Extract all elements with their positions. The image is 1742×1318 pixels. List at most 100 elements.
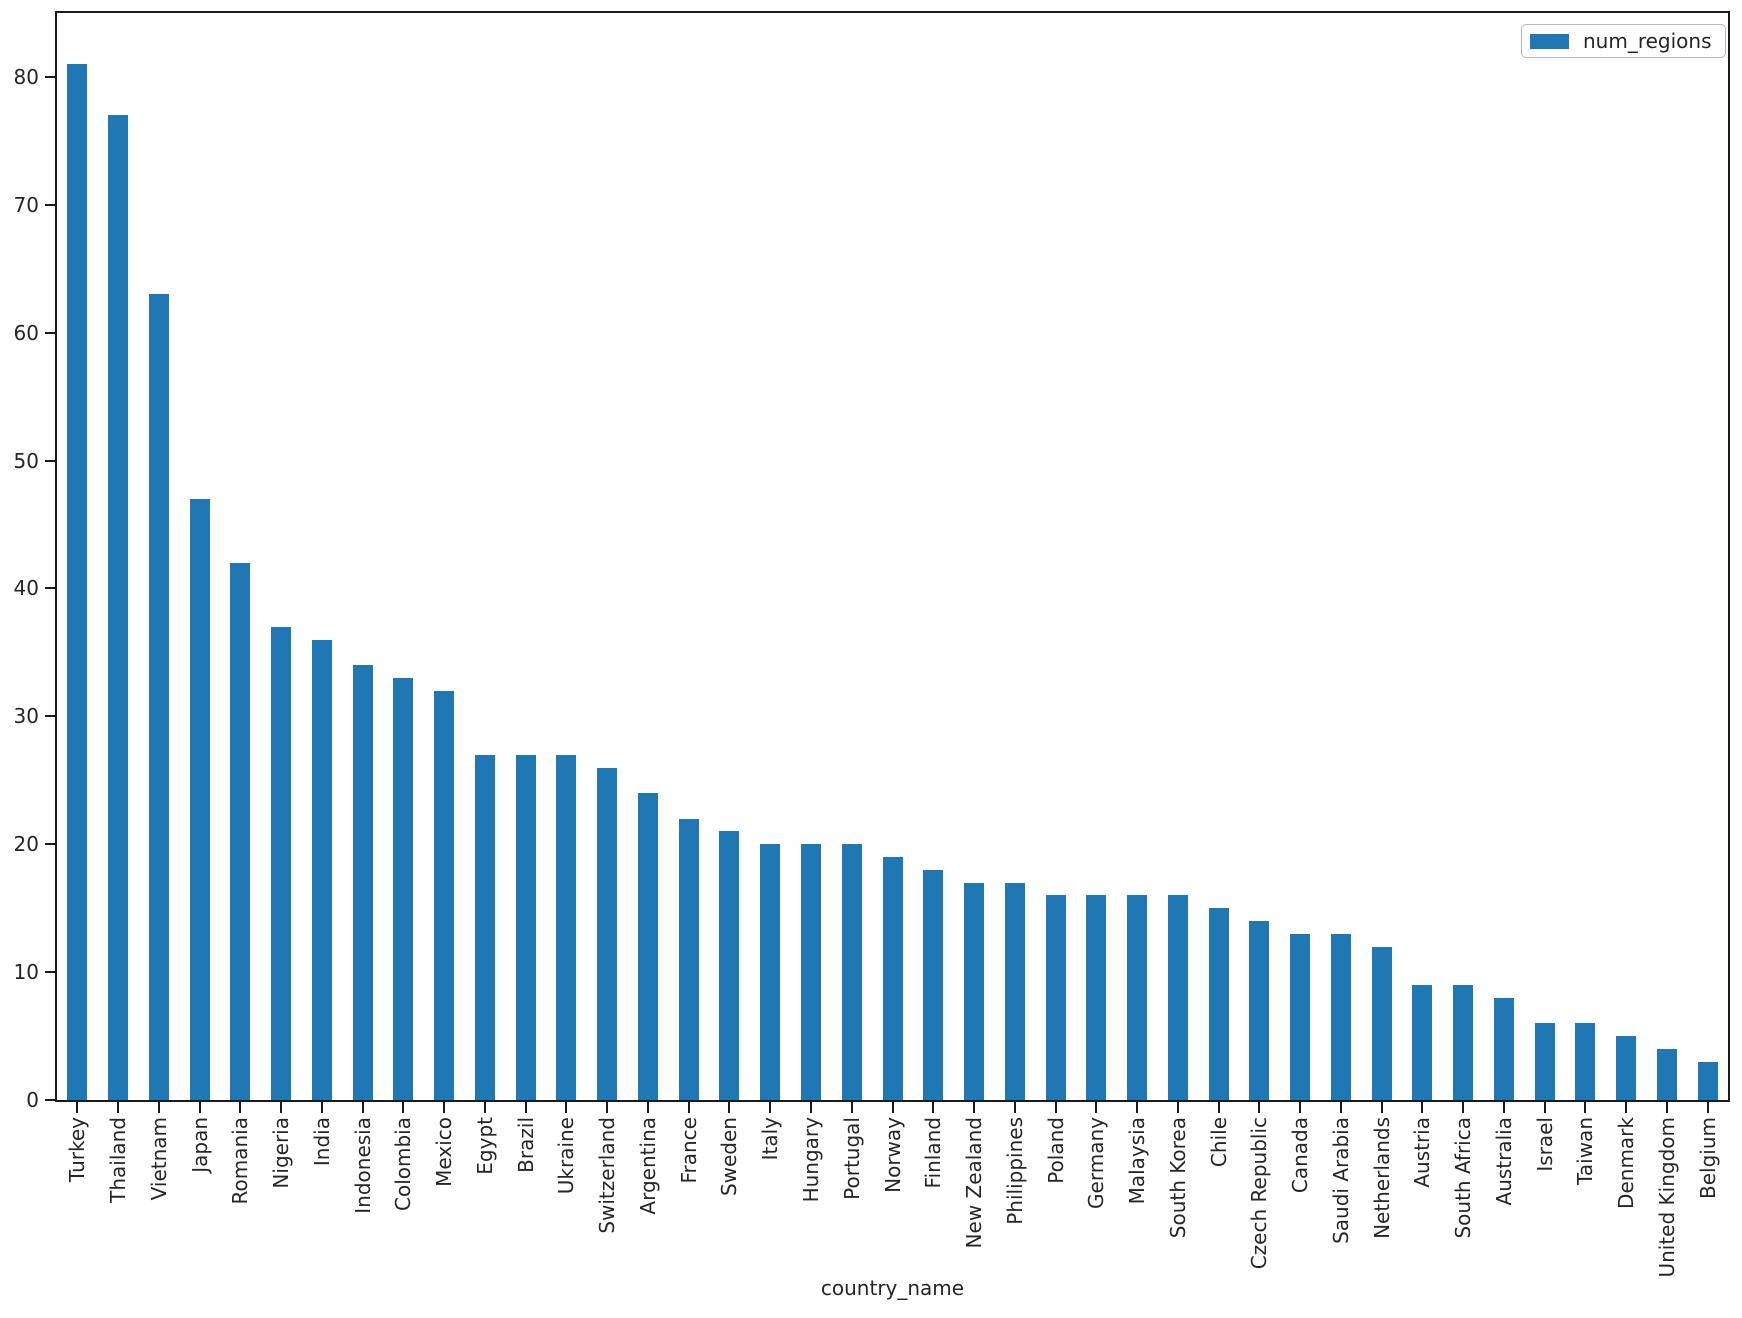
x-tick [239,1101,242,1113]
x-tick [728,1101,731,1113]
bar [1004,882,1025,1100]
x-tick [1625,1101,1628,1113]
x-tick-label: Turkey [65,1117,90,1183]
bar [271,626,292,1100]
x-tick-label: Nigeria [269,1117,294,1189]
x-tick [891,1101,894,1113]
x-tick-label: Switzerland [595,1117,620,1234]
bar [1493,997,1514,1100]
y-tick-label: 50 [13,448,39,473]
x-tick [1013,1101,1016,1113]
x-tick [280,1101,283,1113]
x-tick-label: Brazil [513,1117,538,1173]
x-tick-label: Chile [1206,1117,1231,1168]
legend: num_regions [1521,24,1726,58]
y-tick [45,459,57,462]
bar [637,793,658,1100]
x-tick [1380,1101,1383,1113]
y-tick [45,1099,57,1101]
x-tick [1462,1101,1465,1113]
x-tick [402,1101,405,1113]
bar [1412,984,1433,1100]
bar [352,665,373,1100]
x-tick [524,1101,527,1113]
bar [1453,984,1474,1100]
x-tick-label: Italy [758,1117,783,1161]
bar [67,64,88,1100]
x-tick-label: Thailand [106,1117,131,1203]
x-tick-label: Saudi Arabia [1328,1117,1353,1244]
y-tick [45,843,57,846]
x-tick-label: Canada [1288,1117,1313,1194]
bar [148,294,169,1100]
x-tick [932,1101,935,1113]
x-tick-label: Germany [1084,1117,1109,1209]
x-tick [973,1101,975,1113]
x-tick-label: Malaysia [1125,1117,1150,1205]
x-tick-label: South Africa [1451,1117,1476,1239]
x-tick [1502,1101,1505,1113]
bar [230,562,251,1100]
x-tick-label: Norway [880,1117,905,1193]
x-tick-label: Portugal [839,1117,864,1200]
bars-layer [57,13,1728,1100]
x-tick-label: Czech Republic [1247,1117,1272,1270]
bar [1086,895,1107,1100]
bar [1045,895,1066,1100]
x-tick [606,1101,609,1113]
x-tick-label: India [309,1117,334,1167]
bar [1616,1036,1637,1100]
x-tick [1136,1101,1139,1113]
y-tick [45,331,57,334]
x-tick [809,1101,812,1113]
x-tick-label: Argentina [635,1117,660,1215]
x-tick-label: Vietnam [146,1117,171,1201]
bar [760,844,781,1100]
x-tick [1543,1101,1546,1113]
x-tick [320,1101,323,1113]
legend-swatch [1530,33,1569,49]
bar [434,690,455,1100]
x-tick [1054,1101,1057,1113]
x-tick [646,1101,649,1113]
x-tick-label: New Zealand [962,1117,986,1249]
bar [189,498,210,1100]
x-tick-label: Sweden [717,1117,742,1197]
x-tick [443,1101,446,1113]
y-tick-label: 20 [13,832,39,857]
x-tick [850,1101,853,1113]
bar [1330,933,1351,1100]
x-tick-label: Japan [187,1117,212,1173]
x-tick-label: South Korea [1165,1117,1190,1239]
y-tick [45,715,57,718]
bar [1290,933,1311,1100]
x-tick [1584,1101,1587,1113]
bar [1167,895,1188,1100]
y-tick [45,203,57,206]
x-tick-label: Indonesia [350,1117,375,1214]
x-tick [687,1101,690,1113]
x-tick [157,1101,160,1113]
x-tick [198,1101,201,1113]
x-tick-label: Hungary [798,1117,823,1203]
bar [678,818,699,1100]
x-tick [565,1101,568,1113]
x-tick [361,1101,364,1113]
y-tick-label: 10 [13,960,39,985]
x-tick-label: France [676,1117,701,1184]
y-tick [45,971,57,974]
y-tick [45,587,57,590]
y-tick-label: 80 [13,64,39,89]
x-tick-label: Austria [1410,1117,1435,1188]
x-tick-label: Philippines [1002,1117,1027,1225]
x-tick [76,1101,79,1113]
x-tick-label: Poland [1043,1117,1068,1184]
bar [841,844,862,1100]
bar [556,754,577,1100]
x-tick-label: Israel [1532,1117,1557,1172]
x-tick [1176,1101,1179,1113]
bar [1208,908,1229,1100]
x-tick [1095,1101,1098,1113]
x-tick-label: Denmark [1614,1117,1639,1209]
